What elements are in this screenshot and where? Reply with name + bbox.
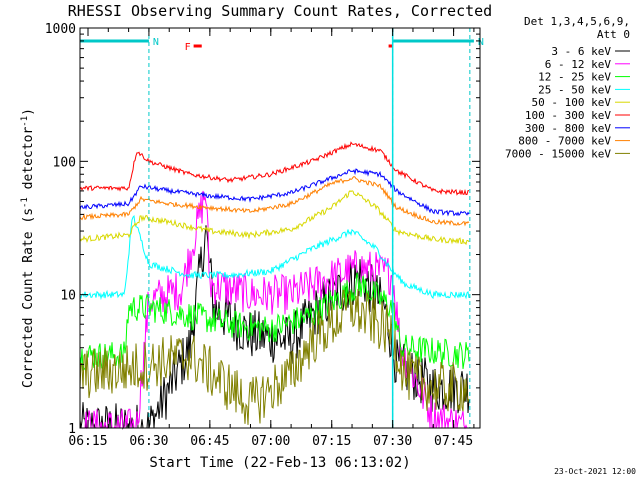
axes: 06:15 06:30 06:45 07:00 07:15 07:30 07:45 1 10 10… [45,22,480,449]
series-line [79,141,469,196]
chart-title: RHESSI Observing Summary Count Rates, Co… [68,2,492,20]
y-tick-label: 1000 [45,22,76,37]
legend-entry: 50 - 100 keV [532,96,630,109]
series-50-100-kevkev [79,190,470,246]
y-tick-label: 10 [60,289,76,304]
legend-entry: 100 - 300 keV [525,109,630,122]
x-tick-label: 07:15 [312,434,351,449]
legend-header: Det 1,3,4,5,6,9, Att 0 [524,15,630,41]
legend-label: 12 - 25 keV [538,71,611,84]
legend-label: 25 - 50 keV [538,83,611,96]
series-line [79,168,470,217]
legend-label: 6 - 12 keV [545,58,612,71]
series-line [79,215,470,301]
x-tick-label: 07:45 [434,434,473,449]
legend-label: 300 - 800 keV [525,122,611,135]
x-axis-label: Start Time (22-Feb-13 06:13:02) [149,455,410,471]
x-tick-label: 06:45 [190,434,229,449]
legend-entry: 300 - 800 keV [525,122,630,135]
legend-label: 3 - 6 keV [551,45,611,58]
flag-label: N [478,37,484,48]
legend-label: 7000 - 15000 keV [505,147,611,160]
legend-entry: 25 - 50 keV [538,83,630,96]
legend-label: 800 - 7000 keV [518,135,611,148]
legend-entry: 12 - 25 keV [538,71,630,84]
flag-label: N [153,37,159,48]
y-tick-label: 1 [68,422,76,437]
legend-entry: 800 - 7000 keV [518,135,630,148]
plot-frame [79,27,481,429]
series-line [79,176,470,227]
timestamp: 23-Oct-2021 12:00 [554,467,636,476]
y-tick-label: 100 [53,155,76,170]
series-100-300-kevkev [79,141,469,196]
series-7000-15000-kevkev [79,288,470,425]
series-line [79,272,470,371]
legend-entry: 6 - 12 keV [545,58,630,71]
series-300-800-kevkev [79,168,470,217]
flag-label: F [185,42,191,53]
legend-entry: 7000 - 15000 keV [505,147,630,160]
legend-attenuator: Att 0 [597,28,630,41]
series-line [79,190,470,246]
legend-label: 100 - 300 keV [525,109,611,122]
y-axis-label: Corrected Count Rate (s-1 detector-1) [20,108,36,388]
legend-entry: 3 - 6 keV [551,45,630,58]
series-layer [79,141,470,430]
flag-overlay: N NF [79,28,484,428]
series-25-50-kevkev [79,215,470,301]
legend-label: 50 - 100 keV [532,96,612,109]
series-12-25-kevkev [79,272,470,371]
series-line [79,288,470,425]
legend-detectors: Det 1,3,4,5,6,9, [524,15,630,28]
x-tick-label: 06:30 [129,434,168,449]
x-tick-label: 07:00 [251,434,290,449]
x-tick-label: 06:15 [68,434,107,449]
x-tick-label: 07:30 [373,434,412,449]
series-800-7000-kevkev [79,176,470,227]
